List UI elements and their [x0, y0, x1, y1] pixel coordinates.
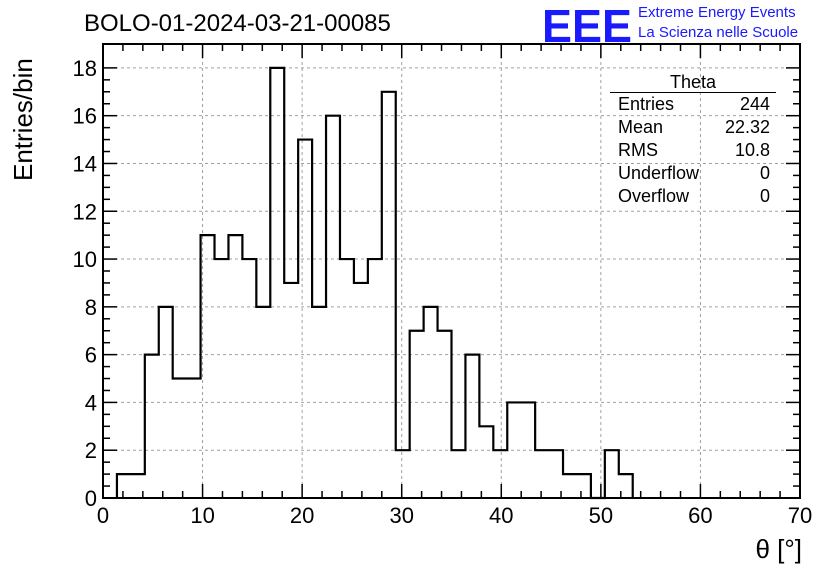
histogram-bin — [117, 474, 131, 498]
y-tick-label: 12 — [73, 199, 97, 224]
histogram-bin — [396, 450, 410, 498]
stats-value: 22.32 — [724, 117, 770, 137]
histogram-bin — [605, 450, 619, 498]
y-axis-label-text: Entries/bin — [8, 58, 38, 181]
stats-label: Underflow — [618, 163, 700, 183]
stats-title: Theta — [610, 72, 776, 93]
stats-row-rms: RMS 10.8 — [610, 139, 776, 162]
histogram-bin — [354, 283, 368, 498]
histogram-bin — [438, 331, 452, 498]
svg-text:EEE: EEE — [542, 2, 632, 46]
histogram-bin — [493, 450, 507, 498]
stats-label: RMS — [618, 140, 658, 160]
y-tick-label: 8 — [85, 295, 97, 320]
y-tick-label: 14 — [73, 151, 97, 176]
stats-value: 0 — [759, 186, 770, 206]
logo-line-1: Extreme Energy Events — [638, 4, 796, 21]
histogram-bin — [549, 450, 563, 498]
histogram-bin — [242, 259, 256, 498]
histogram-bin — [479, 426, 493, 498]
stats-box: Theta Entries 244 Mean 22.32 RMS 10.8 Under… — [610, 72, 776, 208]
x-tick-label: 60 — [688, 503, 712, 528]
y-axis: 0 2 4 6 8 10 12 14 16 18 — [73, 56, 800, 511]
x-tick-label: 50 — [589, 503, 613, 528]
histogram-bin — [145, 355, 159, 498]
x-axis-label: θ [°] — [755, 534, 802, 564]
stats-row-underflow: Underflow 0 — [610, 162, 776, 185]
logo-line-2: La Scienza nelle Scuole — [638, 24, 799, 41]
x-tick-label: 0 — [97, 503, 109, 528]
logo-caption: Extreme Energy Events La Scienza nelle S… — [638, 3, 798, 43]
x-tick-label: 10 — [190, 503, 214, 528]
histogram-bin — [410, 331, 424, 498]
stats-row-overflow: Overflow 0 — [610, 185, 776, 208]
histogram-bin — [340, 259, 354, 498]
histogram-bin — [577, 474, 591, 498]
histogram-bin — [173, 379, 187, 498]
histogram-bin — [256, 307, 270, 498]
stats-label: Mean — [618, 117, 664, 137]
stats-value: 244 — [739, 94, 770, 114]
x-tick-label: 30 — [389, 503, 413, 528]
x-tick-label: 40 — [489, 503, 513, 528]
stats-row-entries: Entries 244 — [610, 93, 776, 116]
y-tick-label: 16 — [73, 104, 97, 129]
y-tick-label: 6 — [85, 343, 97, 368]
y-tick-label: 4 — [85, 390, 97, 415]
y-tick-label: 10 — [73, 247, 97, 272]
histogram-bin — [215, 259, 229, 498]
run-title: BOLO-01-2024-03-21-00085 — [84, 10, 391, 37]
stats-row-mean: Mean 22.32 — [610, 116, 776, 139]
x-tick-label: 20 — [290, 503, 314, 528]
histogram-outline — [115, 66, 634, 500]
eee-logo: EEE — [542, 2, 632, 46]
stats-value: 0 — [759, 163, 770, 183]
y-tick-label: 0 — [85, 486, 97, 511]
x-axis: 0 10 20 30 40 50 60 70 — [97, 44, 812, 528]
x-tick-label: 70 — [788, 503, 812, 528]
histogram-bin — [228, 235, 242, 498]
histogram-bin — [452, 450, 466, 498]
stats-label: Overflow — [618, 186, 690, 206]
stats-label: Entries — [618, 94, 675, 114]
y-tick-label: 2 — [85, 438, 97, 463]
stats-value: 10.8 — [734, 140, 770, 160]
histogram-bin — [368, 259, 382, 498]
histogram-bin — [563, 474, 577, 498]
histogram-bin — [270, 68, 284, 498]
histogram-bins — [117, 68, 633, 498]
histogram-bin — [187, 379, 201, 498]
histogram-bin — [284, 283, 298, 498]
y-tick-label: 18 — [73, 56, 97, 81]
histogram-bin — [298, 140, 312, 498]
histogram-bin — [535, 450, 549, 498]
histogram-bin — [465, 355, 479, 498]
histogram-bin — [382, 92, 396, 498]
